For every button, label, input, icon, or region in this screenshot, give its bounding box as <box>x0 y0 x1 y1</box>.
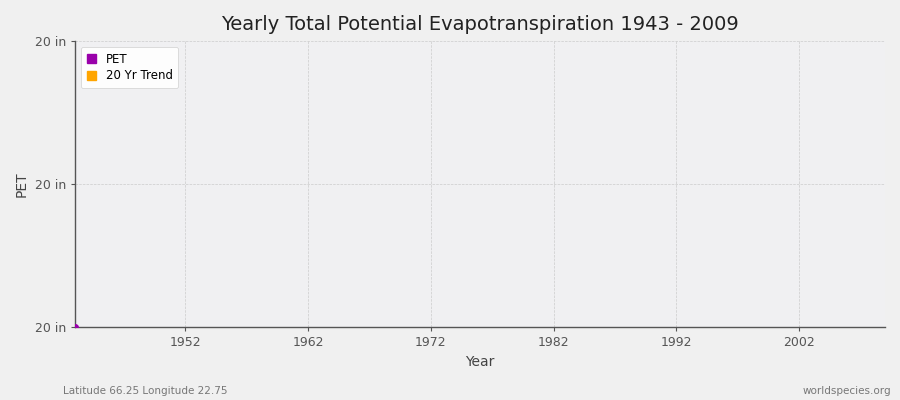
Text: worldspecies.org: worldspecies.org <box>803 386 891 396</box>
X-axis label: Year: Year <box>465 355 495 369</box>
Title: Yearly Total Potential Evapotranspiration 1943 - 2009: Yearly Total Potential Evapotranspiratio… <box>221 15 739 34</box>
Legend: PET, 20 Yr Trend: PET, 20 Yr Trend <box>81 47 178 88</box>
Text: Latitude 66.25 Longitude 22.75: Latitude 66.25 Longitude 22.75 <box>63 386 228 396</box>
Y-axis label: PET: PET <box>15 172 29 197</box>
